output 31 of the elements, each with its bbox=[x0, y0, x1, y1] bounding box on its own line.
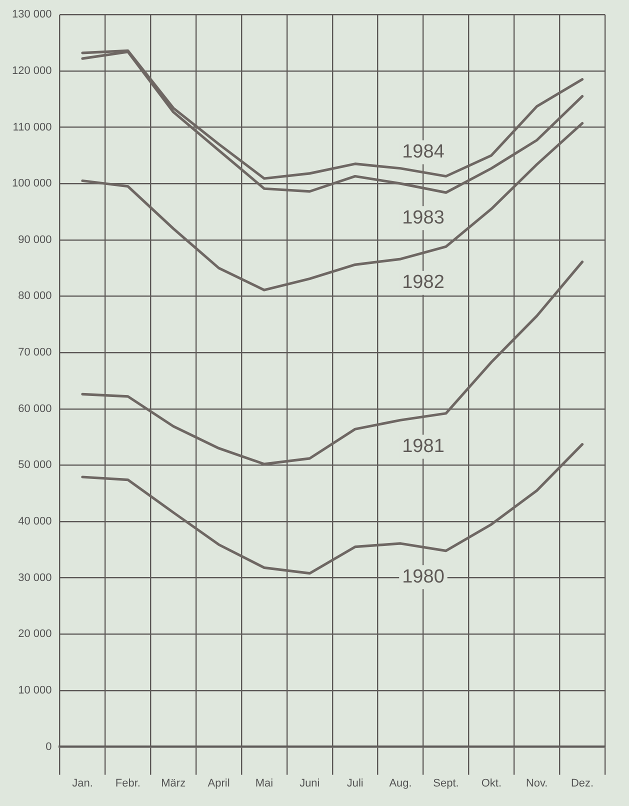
y-tick-label: 110 000 bbox=[12, 121, 52, 134]
x-tick-label: Nov. bbox=[526, 777, 548, 790]
y-tick-label: 20 000 bbox=[18, 628, 52, 640]
y-tick-label: 40 000 bbox=[18, 516, 52, 528]
y-tick-label: 60 000 bbox=[18, 402, 52, 415]
y-tick-label: 120 000 bbox=[12, 64, 52, 77]
series-label: 1982 bbox=[402, 272, 444, 294]
y-tick-label: 0 bbox=[46, 740, 52, 753]
y-tick-label: 30 000 bbox=[18, 572, 52, 584]
series-label: 1981 bbox=[402, 436, 444, 457]
series-label: 1983 bbox=[402, 207, 444, 228]
y-tick-label: 50 000 bbox=[18, 459, 52, 472]
y-tick-label: 80 000 bbox=[18, 290, 52, 302]
x-tick-label: Juli bbox=[346, 777, 364, 790]
x-tick-label: März bbox=[161, 777, 186, 790]
series-label: 1984 bbox=[402, 142, 445, 163]
y-tick-label: 70 000 bbox=[18, 346, 52, 359]
x-tick-label: Dez. bbox=[570, 777, 594, 790]
series-label: 1980 bbox=[402, 566, 444, 588]
x-tick-label: Sept. bbox=[433, 777, 459, 790]
x-tick-label: Febr. bbox=[115, 777, 140, 790]
x-tick-label: Okt. bbox=[481, 777, 502, 790]
x-tick-label: Aug. bbox=[389, 777, 412, 790]
x-tick-label: Juni bbox=[300, 777, 320, 790]
y-tick-label: 100 000 bbox=[12, 178, 52, 190]
y-tick-label: 130 000 bbox=[12, 8, 52, 21]
y-tick-label: 10 000 bbox=[18, 684, 52, 697]
x-tick-label: Jan. bbox=[72, 777, 93, 790]
x-tick-label: Mai bbox=[255, 777, 274, 790]
x-tick-label: April bbox=[208, 777, 230, 790]
y-tick-label: 90 000 bbox=[18, 234, 52, 246]
